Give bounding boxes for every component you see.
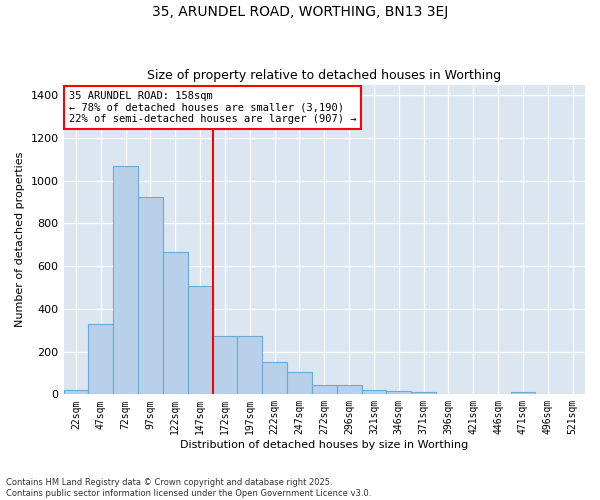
Text: 35, ARUNDEL ROAD, WORTHING, BN13 3EJ: 35, ARUNDEL ROAD, WORTHING, BN13 3EJ [152,5,448,19]
Title: Size of property relative to detached houses in Worthing: Size of property relative to detached ho… [147,69,502,82]
Bar [262,362,287,394]
Bar [511,392,535,394]
Bar [238,336,262,394]
X-axis label: Distribution of detached houses by size in Worthing: Distribution of detached houses by size … [180,440,469,450]
Bar [188,286,212,395]
Bar [287,372,312,394]
Bar [337,384,362,394]
Bar [411,392,436,394]
Bar [88,324,113,394]
Text: Contains HM Land Registry data © Crown copyright and database right 2025.
Contai: Contains HM Land Registry data © Crown c… [6,478,371,498]
Bar [362,390,386,394]
Bar [138,196,163,394]
Bar [64,390,88,394]
Text: 35 ARUNDEL ROAD: 158sqm
← 78% of detached houses are smaller (3,190)
22% of semi: 35 ARUNDEL ROAD: 158sqm ← 78% of detache… [69,91,356,124]
Bar [113,166,138,394]
Bar [163,252,188,394]
Bar [386,391,411,394]
Y-axis label: Number of detached properties: Number of detached properties [15,152,25,327]
Bar [312,384,337,394]
Bar [212,336,238,394]
